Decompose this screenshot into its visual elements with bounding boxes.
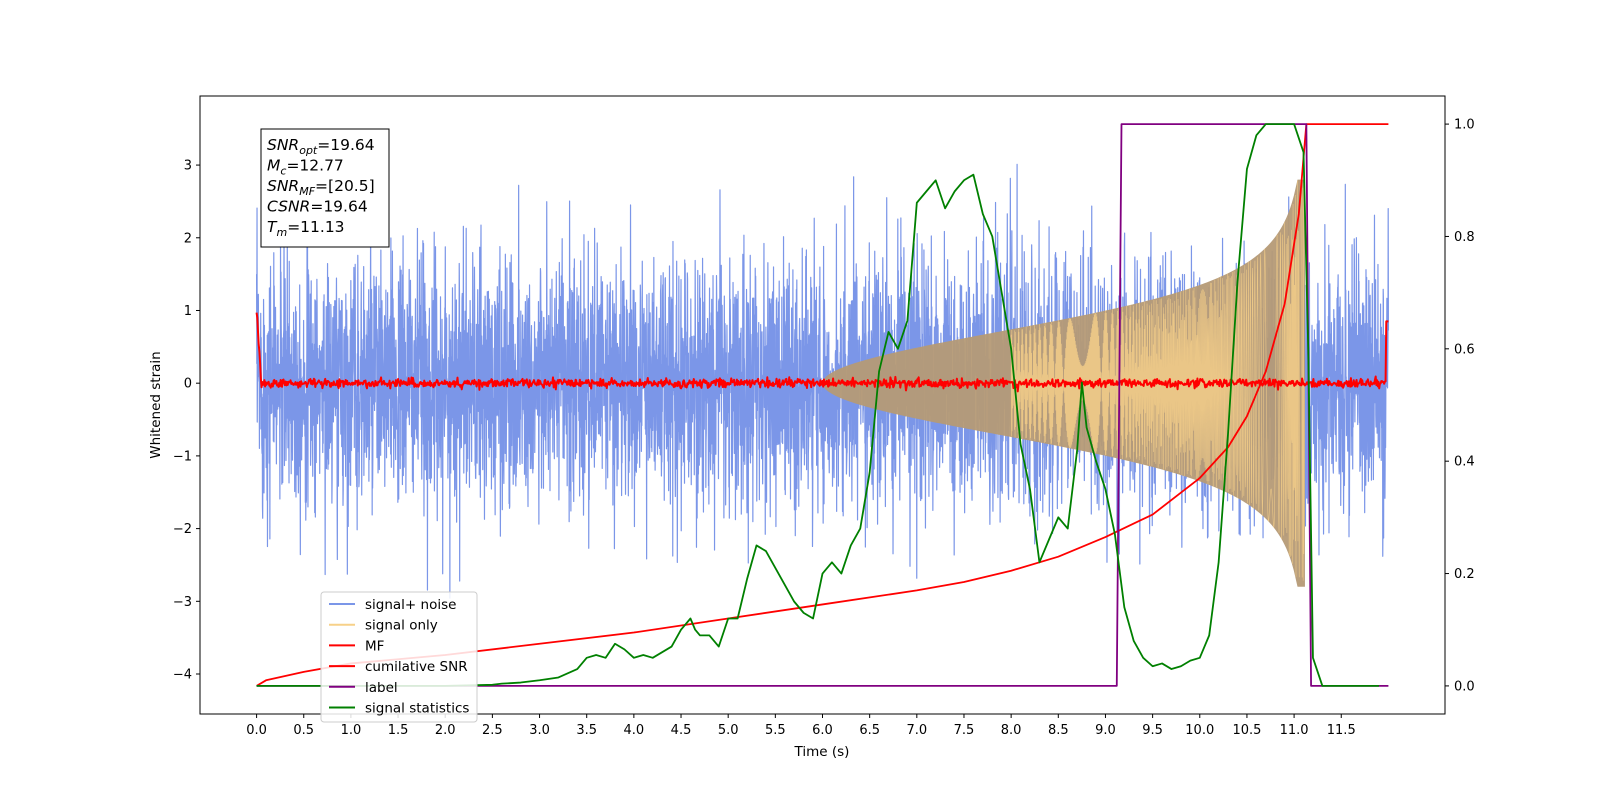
legend-label-signal-statistics: signal statistics (365, 701, 469, 717)
annotation-value: =12.77 (286, 157, 343, 175)
series-mf-line (255, 312, 1389, 393)
annotation-symbol: T (267, 218, 278, 236)
annotation-line: CSNR=19.64 (267, 198, 368, 216)
x-tick-label: 2.5 (482, 723, 503, 738)
y2-tick-label: 0.4 (1454, 455, 1475, 470)
legend-frame (320, 591, 478, 723)
x-tick-label: 4.0 (624, 723, 645, 738)
x-tick-label: 1.0 (341, 723, 362, 738)
annotation-symbol: CSNR (267, 198, 310, 216)
x-tick-label: 8.0 (1001, 723, 1022, 738)
x-tick-label: 11.0 (1280, 723, 1309, 738)
y-tick-label: −3 (173, 595, 192, 610)
x-tick-label: 3.5 (576, 723, 597, 738)
annotation-subscript: m (276, 226, 287, 239)
y-tick-label: 2 (184, 231, 192, 246)
x-tick-label: 0.5 (293, 723, 314, 738)
annotation-symbol: M (267, 157, 280, 175)
annotation-value: =19.64 (310, 198, 367, 216)
annotation-subscript: c (280, 165, 286, 178)
x-tick-label: 7.5 (954, 723, 975, 738)
annotation-value: =19.64 (317, 136, 374, 154)
annotation-line: Mc=12.77 (267, 157, 344, 178)
x-tick-label: 9.5 (1142, 723, 1163, 738)
x-tick-label: 8.5 (1048, 723, 1069, 738)
x-tick-label: 1.5 (388, 723, 409, 738)
x-tick-label: 11.5 (1327, 723, 1356, 738)
x-tick-label: 5.0 (718, 723, 739, 738)
x-tick-label: 10.0 (1185, 723, 1214, 738)
annotation-box: SNRopt=19.64Mc=12.77SNRMF=[20.5]CSNR=19.… (260, 128, 390, 248)
x-tick-label: 0.0 (246, 723, 267, 738)
y-tick-label: 0 (184, 377, 192, 392)
annotation-line: SNRMF=[20.5] (267, 177, 375, 198)
y2-tick-label: 0.8 (1454, 230, 1475, 245)
annotation-subscript: opt (299, 144, 318, 157)
y-tick-label: −2 (173, 522, 192, 537)
annotation-line: SNRopt=19.64 (267, 136, 375, 157)
y-axis-ticks: 3 2 1 0 −1 −2 −3 −4 (173, 159, 200, 683)
legend-label-cumilative-snr: cumilative SNR (365, 659, 468, 675)
y2-tick-label: 0.6 (1454, 342, 1475, 357)
legend-label-signal-only: signal only (365, 618, 438, 634)
annotation-subscript: MF (299, 185, 315, 198)
y-tick-label: −4 (173, 668, 192, 683)
x-axis-ticks: 0.0 0.5 1.0 1.5 2.0 2.5 3.0 3.5 4.0 4.5 5.0 5.5 6.0 6… (246, 714, 1356, 738)
x-tick-label: 3.0 (529, 723, 550, 738)
x-tick-label: 9.0 (1095, 723, 1116, 738)
x-tick-label: 6.5 (859, 723, 880, 738)
annotation-symbol: SNR (267, 177, 299, 195)
series-signal-statistics-line (256, 123, 1379, 687)
annotation-symbol: SNR (267, 136, 299, 154)
series-signal-only-line (1010, 179, 1305, 581)
x-axis-label: Time (s) (794, 744, 850, 760)
annotation-value: =[20.5] (315, 177, 375, 195)
y2-tick-label: 1.0 (1454, 118, 1475, 133)
x-tick-label: 7.0 (906, 723, 927, 738)
y2-axis-ticks: 1.0 0.8 0.6 0.4 0.2 0.0 (1445, 118, 1475, 694)
y-tick-label: 1 (184, 304, 192, 319)
annotation-frame (260, 128, 390, 248)
x-tick-label: 5.5 (765, 723, 786, 738)
y-tick-label: −1 (173, 449, 192, 464)
x-tick-label: 4.5 (671, 723, 692, 738)
x-tick-label: 10.5 (1232, 723, 1261, 738)
x-tick-label: 2.0 (435, 723, 456, 738)
legend-label-label: label (365, 680, 398, 696)
y-tick-label: 3 (184, 159, 192, 174)
x-tick-label: 6.0 (812, 723, 833, 738)
y2-tick-label: 0.0 (1454, 679, 1475, 694)
annotation-line: Tm=11.13 (267, 218, 345, 239)
legend: signal+ noise signal only MF cumilative SNR… (320, 591, 478, 723)
y-axis-label: Whitened strain (148, 351, 164, 458)
y2-tick-label: 0.2 (1454, 567, 1475, 582)
legend-label-mf: MF (365, 638, 384, 654)
annotation-value: =11.13 (287, 218, 344, 236)
legend-label-signal-noise: signal+ noise (365, 597, 456, 613)
